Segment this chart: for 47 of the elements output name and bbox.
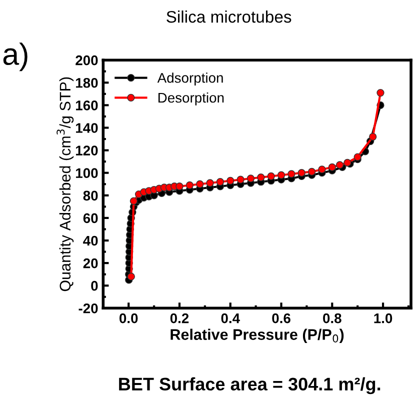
point [206, 179, 214, 187]
x-tick-label: 0.0 [120, 313, 138, 324]
point [246, 174, 255, 182]
point [267, 172, 275, 180]
text: BET Surface area = 304.1 m²/g. [119, 377, 380, 394]
legend-label: Desorption [158, 92, 224, 106]
point [376, 88, 384, 97]
point [226, 176, 234, 185]
point [308, 168, 316, 176]
x-tick-label: 0.4 [221, 313, 240, 324]
point [288, 170, 296, 178]
point [318, 166, 326, 174]
y-tick-label: -20 [78, 303, 98, 314]
legend-label: Adsorption [157, 72, 223, 86]
y-tick-label: 20 [83, 258, 98, 268]
point [176, 182, 184, 190]
point [196, 180, 204, 188]
y-tick-label: 120 [76, 146, 98, 156]
point [369, 132, 377, 141]
point [186, 181, 194, 190]
text: a) [3, 42, 28, 72]
x-axis-title: Relative Pressure (P/P$_{0}$) [170, 328, 344, 343]
point [336, 161, 344, 169]
point [216, 178, 224, 186]
y-tick-label: 40 [83, 236, 98, 246]
point [354, 153, 362, 161]
point [298, 169, 306, 177]
y-tick-label: 140 [76, 123, 98, 133]
y-tick-label: 200 [76, 55, 98, 66]
y-axis-title: Quantity Adsorbed (cm$^{3}$/g STP) [56, 77, 74, 292]
point [328, 163, 336, 172]
y-tick-label: 100 [76, 168, 98, 178]
point [257, 174, 265, 182]
chart-title: Silica microtubes [166, 10, 292, 23]
y-tick-label: 0 [91, 280, 98, 291]
x-tick-label: 0.8 [323, 313, 342, 324]
x-tick-label: 1.0 [374, 313, 392, 324]
point [236, 176, 244, 184]
y-tick-label: 180 [76, 78, 98, 88]
y-tick-label: 160 [76, 100, 98, 110]
x-tick-label: 0.2 [170, 313, 189, 324]
y-tick-label: 60 [83, 213, 98, 224]
point [130, 197, 138, 205]
point [344, 158, 352, 167]
y-tick-label: 80 [83, 190, 98, 201]
point [277, 171, 286, 179]
x-tick-label: 0.6 [272, 313, 290, 324]
